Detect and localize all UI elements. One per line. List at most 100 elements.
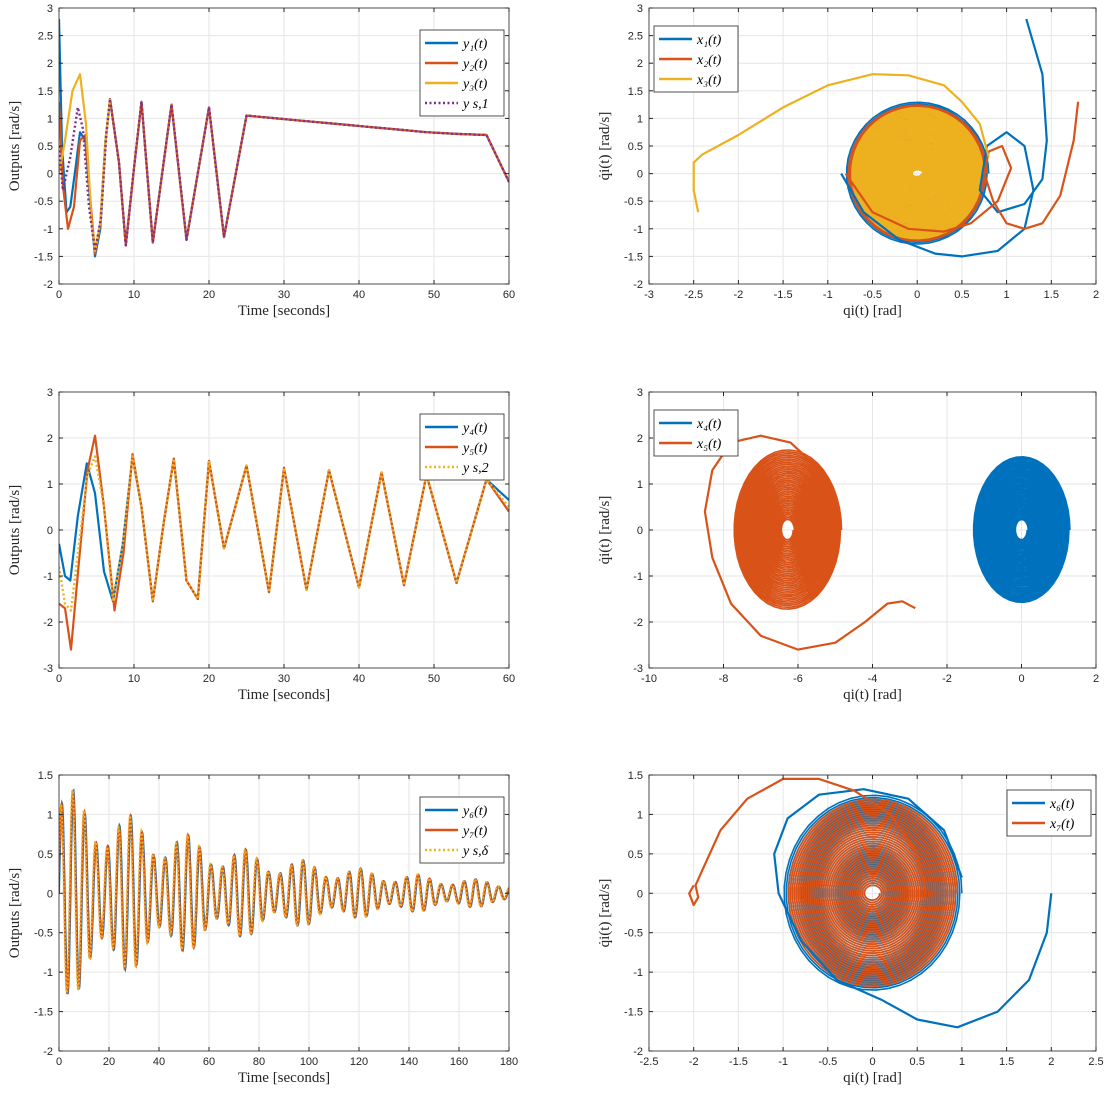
series-p6-0 <box>773 788 1053 1029</box>
legend-label: x₅(t) <box>696 437 722 452</box>
legend: x₄(t) x₅(t) <box>653 409 739 457</box>
x-tick-label: 2 <box>1093 289 1099 301</box>
x-tick-label: 0.5 <box>910 1056 925 1068</box>
series-p4-1 <box>703 434 916 651</box>
legend-label: x₄(t) <box>696 417 722 432</box>
y-tick-label: -2 <box>633 1046 643 1058</box>
y-tick-label: 1 <box>47 809 53 821</box>
data-layer <box>59 434 509 651</box>
x-tick-label: -10 <box>641 673 657 685</box>
y-tick-label: 0 <box>637 169 643 181</box>
spiral-p2-2 <box>851 106 985 240</box>
x-tick-label: 180 <box>500 1056 518 1068</box>
spiral-p4-0 <box>972 455 1071 604</box>
y-tick-label: -2 <box>43 279 53 291</box>
x-tick-label: -2 <box>689 1056 699 1068</box>
legend: x₆(t) x₇(t) <box>1006 789 1092 837</box>
y-tick-label: -0.5 <box>34 928 53 940</box>
chart-p6: -2.5 -2 -1.5 -1 -0.5 0 0.5 1 1.5 2 2.5-2-1.5-1-0.5… <box>597 770 1104 1086</box>
data-layer <box>692 18 1080 258</box>
y-tick-label: -1.5 <box>34 1007 53 1019</box>
y-axis-label: Outputs [rad/s] <box>7 101 23 191</box>
x-tick-label: -2.5 <box>640 1056 659 1068</box>
y-tick-label: 2.5 <box>628 31 643 43</box>
x-tick-label: 40 <box>353 289 365 301</box>
x-tick-label: 20 <box>203 289 215 301</box>
y-tick-label: -1 <box>633 224 643 236</box>
x-tick-label: 60 <box>503 673 515 685</box>
x-tick-label: 20 <box>203 673 215 685</box>
data-layer <box>59 18 509 258</box>
legend-label: y₁(t) <box>461 37 488 52</box>
y-tick-label: 1.5 <box>38 770 53 782</box>
x-tick-label: 0 <box>869 1056 875 1068</box>
x-tick-label: 40 <box>353 673 365 685</box>
y-tick-label: -2 <box>43 617 53 629</box>
legend-label: y s,1 <box>461 97 489 112</box>
y-tick-label: 0 <box>47 169 53 181</box>
y-tick-label: 0 <box>47 525 53 537</box>
legend-label: x₆(t) <box>1049 797 1075 812</box>
series-line-p5-2 <box>59 789 509 994</box>
x-tick-label: 30 <box>278 673 290 685</box>
series-p1-3 <box>59 97 509 253</box>
legend-label: x₇(t) <box>1049 817 1075 832</box>
chart-p5: 0 20 40 60 80 100 120 140 160 180 -2 -1.5 -1 -0.5 0 0.5… <box>7 770 518 1086</box>
x-tick-label: -1 <box>778 1056 788 1068</box>
y-axis-label: q̇i(t) [rad/s] <box>597 879 613 948</box>
x-tick-label: 60 <box>503 289 515 301</box>
x-tick-label: -1.5 <box>774 289 793 301</box>
y-tick-label: 0 <box>637 525 643 537</box>
x-tick-label: 0 <box>914 289 920 301</box>
y-tick-label: 2.5 <box>38 31 53 43</box>
x-tick-label: -8 <box>719 673 729 685</box>
legend-label: x₂(t) <box>696 53 722 68</box>
data-layer <box>703 434 1071 651</box>
y-axis-label: q̇i(t) [rad/s] <box>597 496 613 565</box>
x-tick-label: -4 <box>868 673 878 685</box>
legend-label: y₂(t) <box>461 57 488 72</box>
legend-box <box>419 29 505 117</box>
legend-label: x₁(t) <box>696 33 722 48</box>
x-tick-label: 0 <box>56 673 62 685</box>
y-tick-label: -0.5 <box>34 196 53 208</box>
legend-box <box>1006 789 1092 837</box>
y-tick-label: 0 <box>637 888 643 900</box>
y-tick-label: -1 <box>633 967 643 979</box>
x-tick-label: 20 <box>103 1056 115 1068</box>
chart-p2: -3 -2.5 -2 -1.5 -1 -0.5 0 0.5 1 1.5 2 -2 -1.5 -1 -0.5 0… <box>597 3 1099 319</box>
y-tick-label: 3 <box>637 387 643 399</box>
x-tick-label: -3 <box>644 289 654 301</box>
y-axis-label: Outputs [rad/s] <box>7 868 23 958</box>
x-tick-label: -0.5 <box>863 289 882 301</box>
y-tick-label: -0.5 <box>624 928 643 940</box>
y-tick-label: 1 <box>47 479 53 491</box>
y-axis-label: Outputs [rad/s] <box>7 485 23 575</box>
x-tick-label: 2 <box>1048 1056 1054 1068</box>
y-tick-label: 1 <box>637 809 643 821</box>
legend: y₆(t) y₇(t) y s,δ <box>419 796 505 864</box>
x-tick-label: 50 <box>428 673 440 685</box>
legend-label: x₃(t) <box>696 73 722 88</box>
x-tick-label: 100 <box>300 1056 318 1068</box>
chart-p1: 0 10 20 30 40 50 60 -2 -1.5 -1 -0.5 0 0.5 1 1.5 2 2.5 3 Ti… <box>7 3 515 319</box>
y-tick-label: 2 <box>47 433 53 445</box>
y-tick-label: 0.5 <box>628 849 643 861</box>
x-tick-label: -6 <box>793 673 803 685</box>
y-tick-label: -1.5 <box>624 251 643 263</box>
y-tick-label: 1.5 <box>628 770 643 782</box>
x-axis-label: qi(t) [rad] <box>843 687 902 703</box>
y-tick-label: -3 <box>43 663 53 675</box>
legend-label: y₅(t) <box>461 441 488 456</box>
x-tick-label: 2 <box>1093 673 1099 685</box>
y-tick-label: 1 <box>47 113 53 125</box>
legend-label: y s,δ <box>461 844 489 859</box>
data-layer <box>688 777 1053 1029</box>
x-tick-label: 1.5 <box>1044 289 1059 301</box>
x-tick-label: -0.5 <box>818 1056 837 1068</box>
legend: y₄(t) y₅(t) y s,2 <box>419 413 505 481</box>
series-p3-2 <box>59 455 509 612</box>
spiral-p6-1 <box>787 798 959 988</box>
series-p2-2 <box>692 73 990 213</box>
